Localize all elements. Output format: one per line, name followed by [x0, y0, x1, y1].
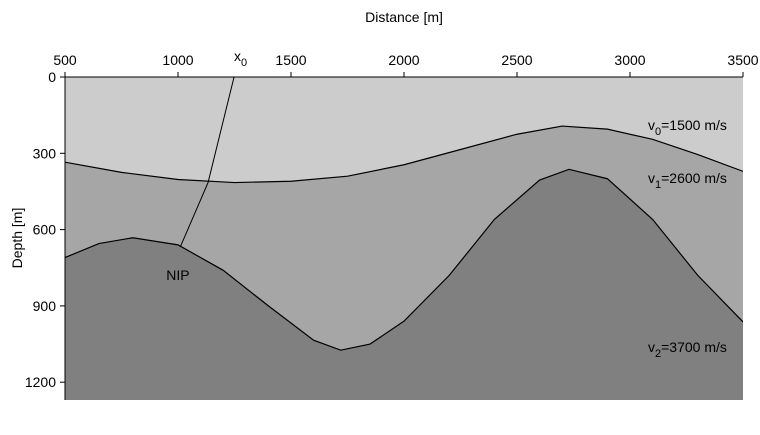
x-tick-label: 3000 [614, 52, 645, 68]
label-base: v [648, 117, 655, 133]
label-base: v [648, 339, 655, 355]
ray-path [179, 76, 235, 248]
x-tick-label: 2500 [501, 52, 532, 68]
label-text: =3700 m/s [661, 339, 727, 355]
y-tick-label: 300 [33, 145, 57, 161]
ray-start-label: x0 [234, 48, 247, 69]
layer-label: v0=1500 m/s [648, 117, 727, 138]
label-text: =1500 m/s [661, 117, 727, 133]
x-tick-label: 2000 [388, 52, 419, 68]
x-tick-label: 3500 [727, 52, 758, 68]
x-axis-title: Distance [m] [365, 9, 443, 25]
layer-label: v2=3700 m/s [648, 339, 727, 360]
y-tick-label: 0 [48, 69, 56, 85]
label-text: =2600 m/s [661, 170, 727, 186]
y-tick-label: 600 [33, 222, 57, 238]
layer-fill [65, 169, 743, 400]
y-tick-label: 900 [33, 298, 57, 314]
label-subscript: 0 [655, 126, 661, 138]
label-base: x [234, 48, 241, 64]
label-subscript: 0 [241, 57, 247, 69]
x-tick-label: 500 [53, 52, 77, 68]
layer-label: v1=2600 m/s [648, 170, 727, 191]
label-subscript: 1 [655, 179, 661, 191]
ray-end-label: NIP [166, 267, 189, 283]
plot-area [65, 77, 743, 400]
x-tick-label: 1000 [162, 52, 193, 68]
x-tick-label: 1500 [275, 52, 306, 68]
y-axis-title: Depth [m] [9, 208, 25, 269]
interface-line [65, 125, 743, 184]
label-subscript: 2 [655, 348, 661, 360]
interface-line [65, 168, 743, 351]
y-tick-label: 1200 [25, 374, 56, 390]
label-base: v [648, 170, 655, 186]
